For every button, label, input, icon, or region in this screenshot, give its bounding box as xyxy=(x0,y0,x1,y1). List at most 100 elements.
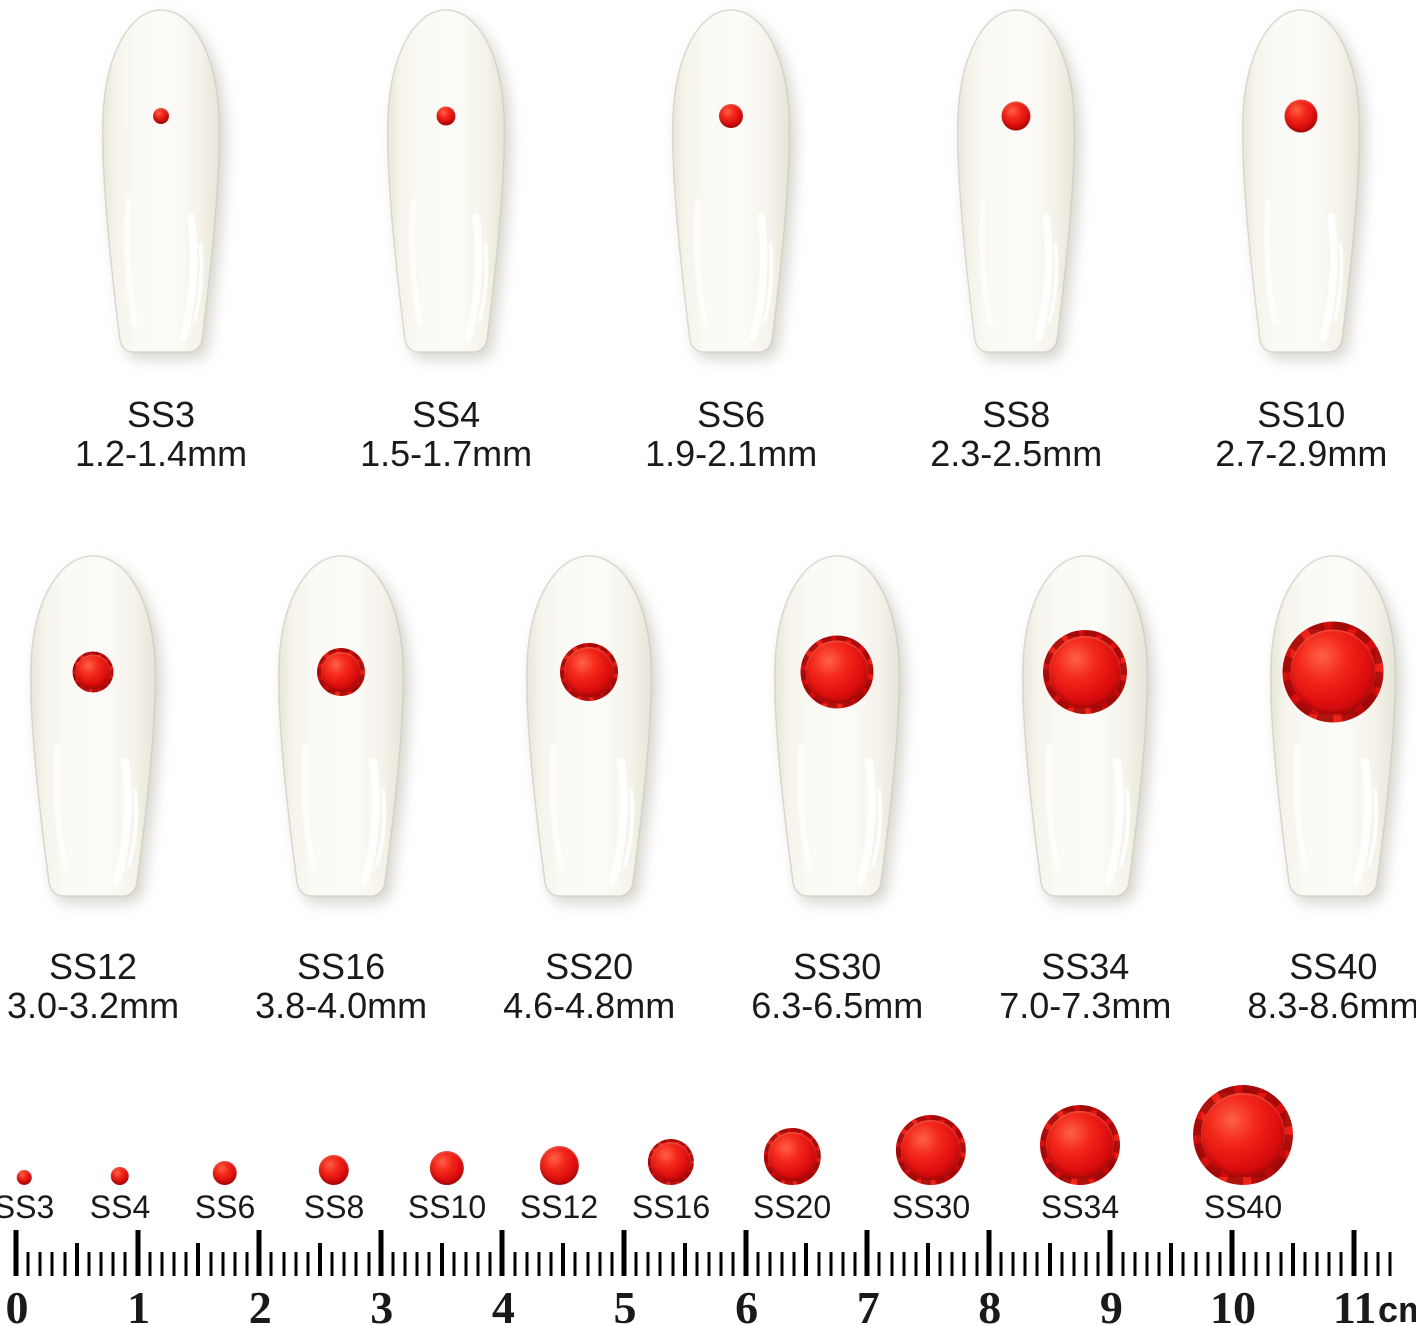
ruler-tick xyxy=(233,1252,237,1276)
ruler-tick xyxy=(38,1252,42,1276)
ruler-tick xyxy=(1072,1252,1076,1276)
rhinestone xyxy=(318,1155,349,1185)
stone-size-name: SS8 xyxy=(982,394,1051,435)
ruler-tick xyxy=(1181,1252,1185,1276)
ruler-tick xyxy=(1011,1252,1015,1276)
ruler-tick xyxy=(391,1252,395,1276)
stone-size-range-mm: 2.7-2.9mm xyxy=(1215,433,1388,474)
ruler-tick xyxy=(111,1252,115,1276)
ruler-tick xyxy=(780,1252,784,1276)
nail-tip-shape xyxy=(1022,555,1149,897)
ruler-tick xyxy=(256,1230,262,1276)
nail-sample: SS8 2.3-2.5mm xyxy=(930,7,1102,473)
scale-item-label: SS34 xyxy=(1040,1189,1120,1225)
nail-sample: SS16 3.8-4.0mm xyxy=(255,553,427,1025)
nail-tip xyxy=(941,7,1091,359)
ruler-tick xyxy=(792,1252,796,1276)
ruler-tick xyxy=(646,1252,650,1276)
scale-item-label: SS4 xyxy=(89,1189,151,1225)
ruler-tick xyxy=(719,1252,723,1276)
rhinestone xyxy=(539,1146,579,1185)
stone-size-name: SS12 xyxy=(48,946,138,987)
ruler-tick xyxy=(513,1252,517,1276)
rhinestone xyxy=(1193,1085,1293,1185)
ruler-tick xyxy=(209,1252,213,1276)
ruler-tick xyxy=(50,1252,54,1276)
rhinestone xyxy=(153,108,170,125)
ruler-tick xyxy=(634,1252,638,1276)
nail-tip-shape xyxy=(1242,9,1361,353)
ruler-tick xyxy=(525,1252,529,1276)
nail-label: SS34 7.0-7.3mm xyxy=(999,947,1171,1025)
ruler-tick xyxy=(1351,1230,1357,1276)
ruler-tick xyxy=(1084,1252,1088,1276)
ruler-tick xyxy=(731,1252,735,1276)
ruler-tick xyxy=(282,1252,286,1276)
ruler-tick xyxy=(172,1252,176,1276)
ruler-number: 3 xyxy=(370,1282,394,1326)
ruler-tick xyxy=(549,1252,553,1276)
stone-size-range-mm: 8.3-8.6mm xyxy=(1247,985,1416,1026)
ruler-tick xyxy=(378,1230,384,1276)
rhinestone xyxy=(212,1161,237,1185)
ruler-tick xyxy=(682,1243,687,1276)
nail-tip-shape xyxy=(387,9,506,353)
nail-tip xyxy=(371,7,521,359)
nail-tip xyxy=(1226,7,1376,359)
scale-item: SS6 xyxy=(195,1161,255,1223)
nail-label: SS8 2.3-2.5mm xyxy=(930,395,1102,473)
stone-size-name: SS6 xyxy=(697,394,766,435)
ruler-tick xyxy=(403,1252,407,1276)
rhinestone xyxy=(1043,630,1128,714)
ruler-tick xyxy=(184,1252,188,1276)
nail-sample: SS20 4.6-4.8mm xyxy=(503,553,675,1025)
ruler-number: 2 xyxy=(248,1282,272,1326)
stone-size-name: SS16 xyxy=(297,946,386,987)
scale-item: SS16 xyxy=(632,1139,710,1223)
stone-size-name: SS10 xyxy=(1257,394,1346,435)
nail-tip-shape xyxy=(672,9,791,353)
ruler-tick xyxy=(914,1252,918,1276)
ruler-number: 0 xyxy=(5,1282,29,1326)
ruler-tick xyxy=(294,1252,298,1276)
ruler-tick xyxy=(1035,1252,1039,1276)
ruler-tick xyxy=(439,1243,444,1276)
ruler-tick xyxy=(707,1252,711,1276)
ruler-tick xyxy=(573,1252,577,1276)
stone-size-range-mm: 7.0-7.3mm xyxy=(999,985,1172,1026)
scale-item-label: SS16 xyxy=(631,1189,711,1225)
stone-size-range-mm: 4.6-4.8mm xyxy=(503,985,676,1026)
stone-size-name: SS3 xyxy=(127,394,196,435)
ruler-tick xyxy=(269,1252,273,1276)
ruler-number: 9 xyxy=(1099,1282,1123,1326)
ruler-tick xyxy=(950,1252,954,1276)
nail-tip xyxy=(261,553,421,903)
ruler-tick xyxy=(962,1252,966,1276)
scale-item-label: SS40 xyxy=(1203,1189,1283,1225)
ruler-tick xyxy=(658,1252,662,1276)
ruler-tick xyxy=(342,1252,346,1276)
nail-row-bottom: SS12 3.0-3.2mm xyxy=(0,553,1416,1025)
ruler-tick xyxy=(245,1252,249,1276)
ruler-tick xyxy=(123,1252,127,1276)
nail-tip-shape xyxy=(101,9,221,353)
nail-label: SS10 2.7-2.9mm xyxy=(1215,395,1387,473)
ruler-tick xyxy=(415,1252,419,1276)
nail-tip xyxy=(757,553,917,903)
ruler-tick xyxy=(452,1252,456,1276)
rhinestone xyxy=(800,635,874,709)
nail-label: SS12 3.0-3.2mm xyxy=(7,947,179,1025)
ruler-unit-label: cm xyxy=(1378,1289,1416,1326)
ruler-tick xyxy=(1060,1252,1064,1276)
ruler-tick xyxy=(986,1230,992,1276)
nail-tip-shape xyxy=(526,555,653,897)
ruler-tick xyxy=(537,1252,541,1276)
ruler-tick xyxy=(148,1252,152,1276)
nail-sample: SS6 1.9-2.1mm xyxy=(645,7,817,473)
rhinestone xyxy=(72,651,114,693)
stone-size-range-mm: 3.8-4.0mm xyxy=(255,985,428,1026)
scale-item: SS8 xyxy=(304,1155,364,1223)
nail-tip xyxy=(13,553,173,903)
ruler-tick xyxy=(464,1252,468,1276)
nail-sample: SS4 1.5-1.7mm xyxy=(360,7,532,473)
